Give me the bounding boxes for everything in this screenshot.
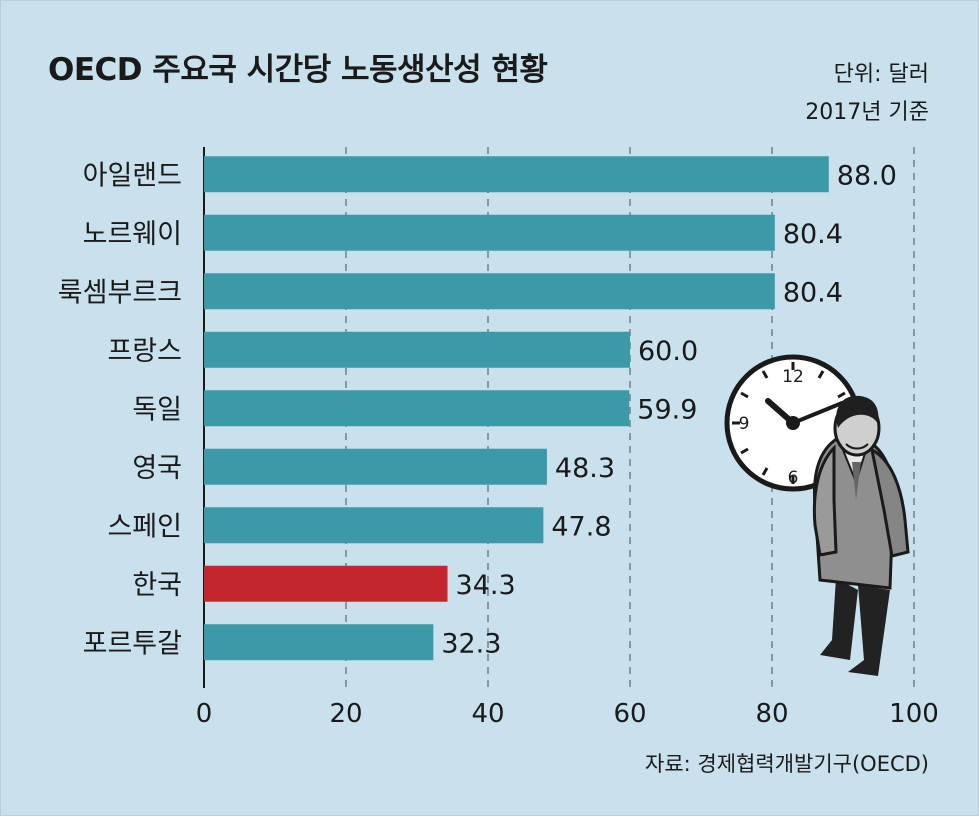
bar-2	[204, 273, 775, 310]
chart-title: OECD 주요국 시간당 노동생산성 현황	[48, 52, 548, 88]
businessman-figure	[812, 395, 910, 676]
bar-7	[204, 565, 448, 602]
bar-0	[204, 156, 829, 193]
value-label-0: 88.0	[837, 160, 897, 191]
clock-number-9: 9	[739, 414, 750, 434]
x-tick-40: 40	[471, 699, 504, 729]
value-label-5: 48.3	[555, 453, 615, 484]
value-label-6: 47.8	[551, 511, 611, 542]
bar-6	[204, 507, 544, 544]
value-label-8: 32.3	[441, 628, 501, 659]
x-tick-60: 60	[613, 699, 646, 729]
x-tick-labels: 0 20 40 60 80 100	[196, 699, 939, 729]
value-label-7: 34.3	[456, 570, 516, 601]
clock-number-6: 6	[788, 468, 799, 488]
source-note: 자료: 경제협력개발기구(OECD)	[645, 752, 929, 776]
value-label-3: 60.0	[638, 336, 698, 367]
x-tick-100: 100	[889, 699, 939, 729]
category-label-4: 독일	[132, 394, 182, 425]
category-label-5: 영국	[132, 453, 182, 484]
value-label-2: 80.4	[783, 277, 843, 308]
bars-group: 아일랜드 88.0 노르웨이 80.4 룩셈부르크 80.4 프랑스 60.0 독일 59.9 영국…	[58, 156, 897, 661]
bar-5	[204, 448, 547, 485]
clock-minute-hand	[791, 401, 844, 425]
x-tick-0: 0	[196, 699, 213, 729]
value-label-1: 80.4	[783, 219, 843, 250]
unit-label: 단위: 달러	[833, 62, 929, 87]
clock-number-12: 12	[782, 367, 804, 387]
bar-4	[204, 390, 630, 427]
category-label-0: 아일랜드	[83, 160, 182, 191]
bar-3	[204, 331, 630, 368]
clock-and-businessman-icon: 12 9 6	[724, 354, 910, 676]
x-tick-80: 80	[755, 699, 788, 729]
x-tick-20: 20	[329, 699, 362, 729]
category-label-8: 포르투갈	[83, 628, 182, 659]
category-label-2: 룩셈부르크	[58, 277, 182, 308]
category-label-1: 노르웨이	[83, 219, 182, 250]
bar-8	[204, 624, 434, 661]
category-label-3: 프랑스	[107, 336, 182, 367]
value-label-4: 59.9	[637, 394, 697, 425]
category-label-7: 한국	[132, 570, 182, 601]
basis-label: 2017년 기준	[805, 100, 929, 125]
bar-1	[204, 214, 775, 251]
category-label-6: 스페인	[107, 511, 182, 542]
